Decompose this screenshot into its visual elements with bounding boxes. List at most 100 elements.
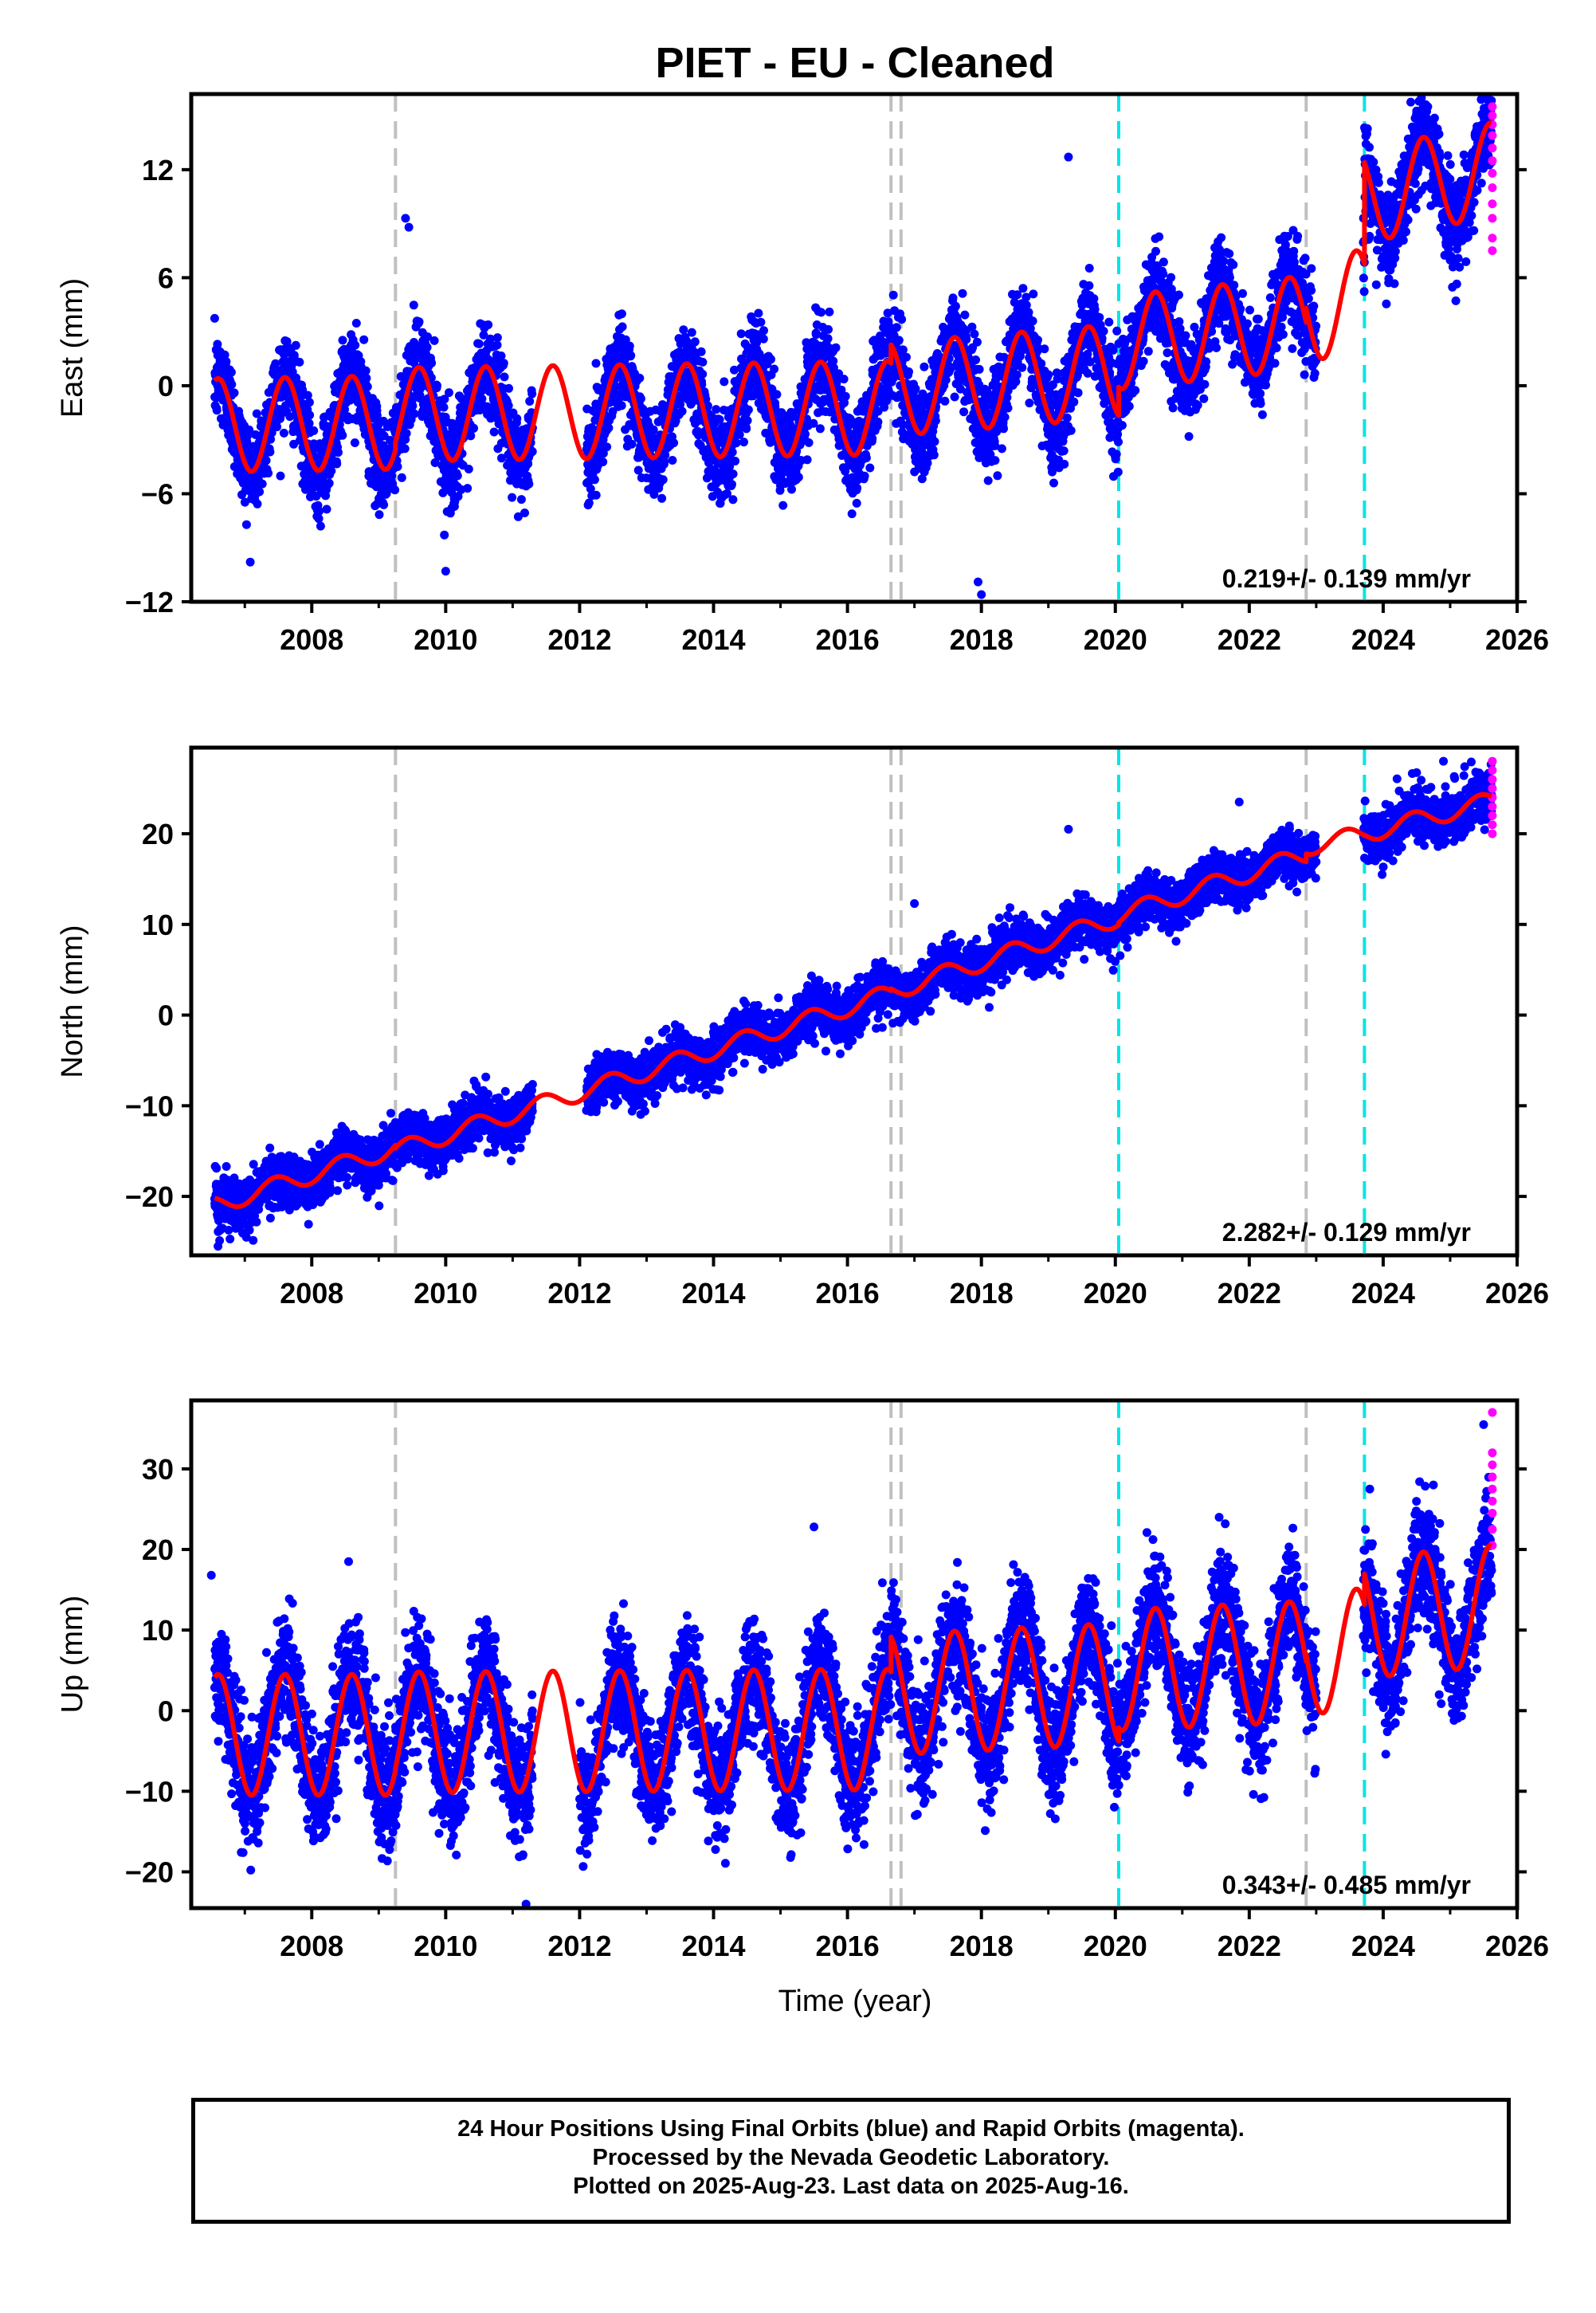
- data-point: [635, 373, 645, 383]
- data-point: [617, 401, 626, 410]
- data-point: [430, 458, 440, 467]
- data-point: [1044, 370, 1053, 379]
- data-point: [393, 462, 402, 471]
- data-point: [445, 388, 453, 398]
- data-point: [698, 357, 708, 367]
- data-point: [861, 454, 871, 462]
- data-point: [720, 377, 729, 387]
- data-point: [1167, 273, 1176, 282]
- data-point: [679, 325, 688, 335]
- data-point: [962, 335, 971, 344]
- data-point: [504, 383, 513, 393]
- data-point: [767, 355, 775, 364]
- data-point: [815, 424, 825, 434]
- data-point: [892, 323, 901, 332]
- data-point: [227, 379, 237, 389]
- data-point: [213, 340, 222, 349]
- data-point: [865, 463, 875, 473]
- data-point: [669, 438, 679, 448]
- data-point: [500, 372, 509, 382]
- data-point: [658, 475, 668, 485]
- data-point: [520, 509, 529, 517]
- data-point: [525, 397, 535, 406]
- data-point: [958, 289, 967, 298]
- data-point: [999, 424, 1008, 434]
- data-point: [484, 320, 493, 329]
- data-point: [983, 476, 993, 485]
- data-point: [516, 495, 526, 505]
- data-point: [794, 473, 803, 482]
- data-point: [264, 469, 273, 478]
- data-point: [423, 332, 432, 341]
- data-point: [668, 456, 677, 465]
- data-point: [756, 317, 766, 327]
- data-point: [229, 388, 239, 398]
- data-point: [1003, 403, 1013, 413]
- data-point: [801, 430, 810, 439]
- data-point: [397, 473, 406, 482]
- data-point: [602, 442, 612, 452]
- data-point: [245, 557, 255, 567]
- data-point: [735, 430, 744, 439]
- data-point: [508, 493, 517, 502]
- data-point: [625, 341, 634, 351]
- data-point: [210, 313, 219, 323]
- data-point: [974, 364, 984, 374]
- data-point: [469, 423, 478, 433]
- data-point: [1025, 399, 1034, 408]
- data-point: [904, 367, 913, 376]
- data-point: [1143, 347, 1153, 356]
- data-point: [951, 301, 960, 311]
- data-point: [304, 418, 314, 428]
- data-point: [279, 428, 288, 438]
- data-point: [512, 414, 522, 423]
- data-point: [698, 369, 708, 379]
- data-point: [429, 336, 439, 345]
- data-point: [930, 437, 939, 446]
- data-point: [338, 336, 347, 345]
- data-point: [971, 355, 980, 364]
- data-point: [402, 429, 411, 438]
- data-point: [245, 425, 254, 434]
- data-point: [759, 326, 768, 336]
- data-point: [911, 384, 920, 394]
- data-point: [823, 334, 833, 344]
- data-point: [1084, 281, 1094, 290]
- data-point: [261, 456, 271, 465]
- data-point: [400, 444, 410, 454]
- data-point: [276, 471, 285, 481]
- data-point: [743, 405, 753, 414]
- data-point: [950, 392, 959, 402]
- data-point: [868, 434, 877, 443]
- data-point: [787, 485, 796, 494]
- data-point: [817, 308, 826, 317]
- data-point: [1112, 450, 1121, 459]
- data-point: [590, 475, 599, 485]
- data-point: [715, 414, 724, 424]
- data-point: [1000, 412, 1010, 422]
- data-point: [626, 351, 636, 360]
- data-point: [1174, 290, 1183, 300]
- data-point: [633, 465, 643, 475]
- data-point: [888, 290, 898, 300]
- data-point: [712, 405, 721, 414]
- data-point: [440, 530, 449, 540]
- data-point: [731, 438, 741, 448]
- data-point: [316, 521, 325, 531]
- data-point: [736, 329, 746, 339]
- figure-title: PIET - EU - Cleaned: [655, 39, 1054, 87]
- data-point: [1112, 326, 1122, 336]
- data-point: [1095, 312, 1104, 322]
- plot-area: [210, 94, 1497, 602]
- data-point: [1104, 317, 1114, 327]
- data-point: [303, 391, 312, 400]
- data-point: [831, 343, 841, 352]
- data-point: [463, 484, 473, 493]
- data-point: [362, 374, 371, 383]
- data-point: [618, 322, 627, 332]
- data-point: [897, 315, 907, 324]
- data-point: [240, 497, 249, 507]
- data-point: [1040, 344, 1049, 354]
- data-point: [363, 382, 372, 391]
